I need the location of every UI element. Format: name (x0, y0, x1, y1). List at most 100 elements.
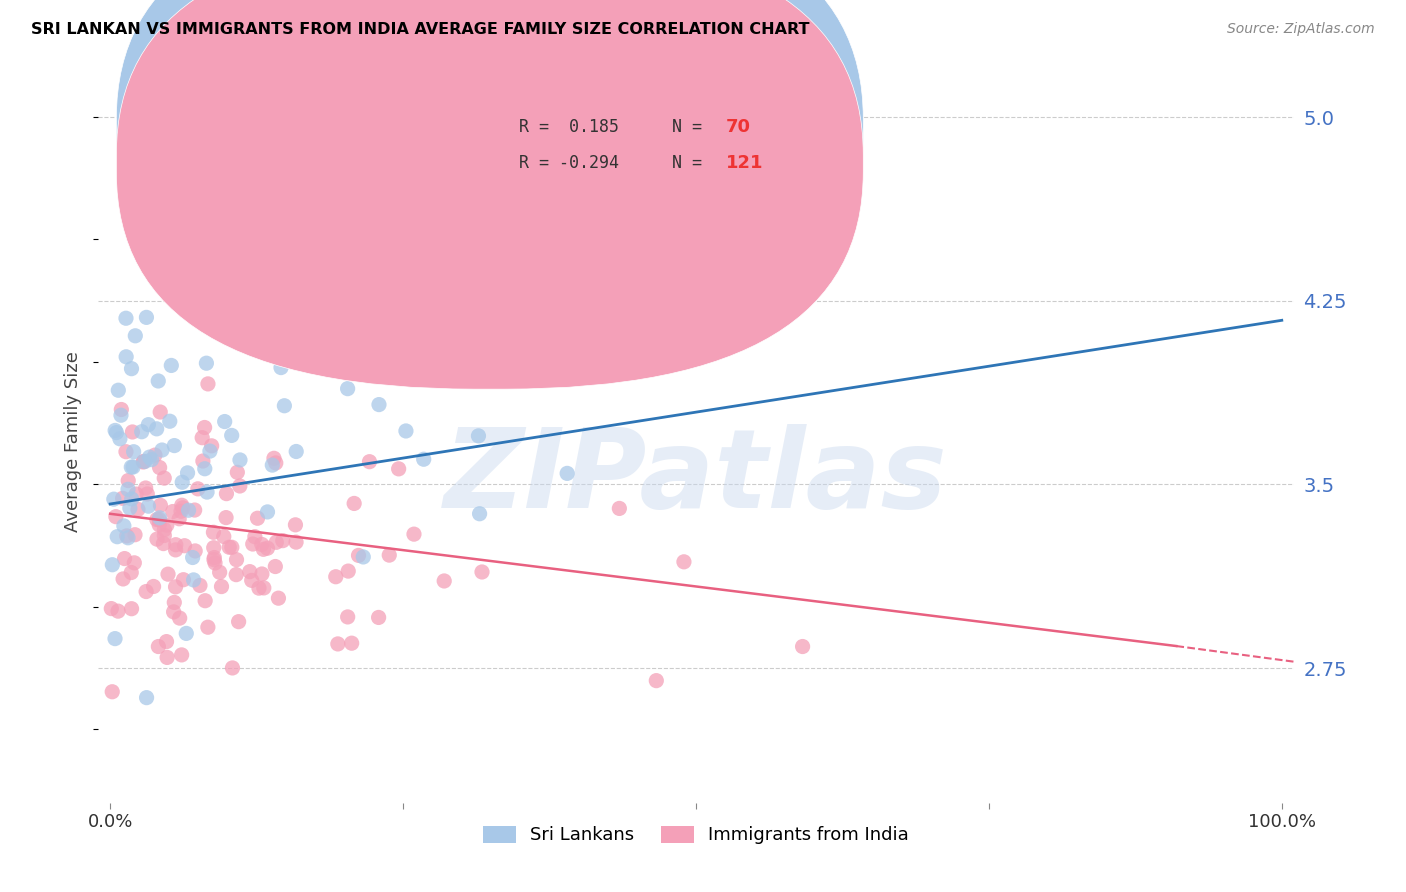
Point (378, 548, 401, 562)
Point (247, 581, 270, 595)
Point (173, 539, 195, 553)
Point (149, 499, 172, 513)
Legend: Sri Lankans, Immigrants from India: Sri Lankans, Immigrants from India (475, 818, 917, 852)
Point (124, 556, 146, 570)
Point (162, 504, 184, 518)
Point (132, 455, 155, 469)
Text: Source: ZipAtlas.com: Source: ZipAtlas.com (1227, 22, 1375, 37)
Point (388, 462, 411, 476)
FancyBboxPatch shape (117, 0, 863, 353)
Point (188, 578, 211, 592)
Point (104, 424, 127, 438)
Point (142, 579, 165, 593)
Point (156, 518, 179, 533)
Point (264, 456, 287, 470)
Point (645, 673, 668, 688)
Point (184, 544, 207, 558)
Point (163, 439, 186, 453)
Point (792, 640, 814, 654)
Point (202, 550, 225, 565)
Point (264, 559, 287, 574)
Point (191, 431, 214, 445)
Point (285, 444, 308, 458)
Point (221, 428, 243, 442)
Point (194, 593, 217, 607)
Y-axis label: Average Family Size: Average Family Size (65, 351, 83, 532)
Point (135, 310, 157, 325)
Point (194, 461, 217, 475)
Point (107, 604, 129, 618)
Point (115, 311, 138, 326)
Text: N =: N = (672, 119, 711, 136)
Point (135, 690, 157, 705)
Point (352, 549, 374, 564)
Point (117, 483, 139, 497)
Point (326, 637, 349, 651)
Point (221, 661, 243, 675)
Point (162, 605, 184, 619)
Point (172, 500, 194, 515)
Point (215, 486, 238, 500)
Point (120, 460, 142, 475)
Point (177, 503, 200, 517)
Point (146, 532, 169, 546)
Point (114, 551, 136, 566)
Point (103, 492, 125, 507)
Point (153, 471, 176, 485)
Point (138, 417, 160, 432)
Point (202, 552, 225, 566)
Point (609, 501, 631, 516)
Text: SRI LANKAN VS IMMIGRANTS FROM INDIA AVERAGE FAMILY SIZE CORRELATION CHART: SRI LANKAN VS IMMIGRANTS FROM INDIA AVER… (31, 22, 810, 37)
Point (284, 517, 307, 532)
Point (195, 268, 218, 283)
Point (202, 525, 225, 540)
Point (111, 491, 134, 506)
Text: R = -0.294: R = -0.294 (519, 154, 619, 172)
Point (110, 402, 132, 417)
Point (107, 383, 129, 397)
Point (252, 542, 274, 557)
Point (145, 422, 167, 436)
Text: ZIPatlas: ZIPatlas (444, 425, 948, 531)
FancyBboxPatch shape (446, 91, 827, 200)
Point (197, 306, 219, 320)
Point (176, 466, 198, 480)
Point (270, 360, 292, 375)
Point (148, 517, 170, 532)
Point (122, 444, 145, 458)
Point (229, 453, 252, 467)
Point (105, 530, 128, 544)
Point (148, 374, 170, 388)
Point (149, 511, 172, 525)
Point (238, 340, 260, 354)
Point (337, 564, 360, 578)
Point (150, 443, 173, 458)
Point (468, 507, 491, 521)
Point (138, 450, 160, 464)
Point (148, 640, 170, 654)
Point (165, 542, 187, 557)
Point (165, 538, 187, 552)
Point (229, 479, 252, 493)
Point (433, 574, 456, 588)
Point (170, 498, 193, 512)
Point (467, 429, 489, 443)
Point (336, 382, 359, 396)
Point (165, 580, 187, 594)
Point (108, 432, 131, 446)
Point (152, 536, 174, 550)
Point (250, 566, 273, 581)
Point (118, 501, 141, 516)
Point (402, 527, 425, 541)
Point (325, 570, 347, 584)
Text: N =: N = (672, 154, 711, 172)
Point (198, 444, 221, 458)
Point (135, 481, 157, 495)
Point (115, 444, 138, 458)
Point (264, 535, 287, 549)
Point (124, 527, 146, 541)
Point (239, 565, 262, 579)
Point (170, 504, 193, 518)
Point (212, 529, 235, 543)
Point (197, 620, 219, 634)
